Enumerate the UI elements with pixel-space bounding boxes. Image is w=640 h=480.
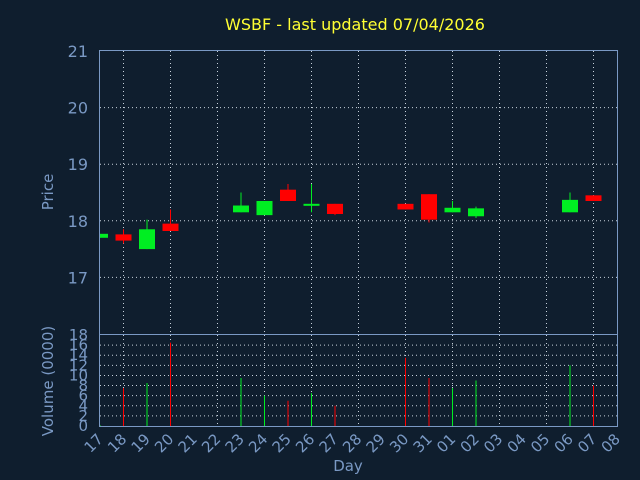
candle-body (562, 199, 578, 213)
candle-body (256, 200, 273, 216)
x-tick-label: 31 (410, 430, 436, 456)
volume-tick-label: 2 (78, 407, 88, 425)
x-tick-label: 24 (245, 430, 271, 456)
candle-body (100, 233, 108, 238)
x-tick-label: 02 (457, 430, 483, 456)
volume-panel-frame (99, 334, 618, 427)
volume-tick-label: 8 (78, 377, 88, 395)
x-tick-label: 18 (104, 430, 130, 456)
chart-title: WSBF - last updated 07/04/2026 (225, 15, 485, 34)
candle-body (139, 229, 155, 250)
candle-body (397, 203, 414, 210)
day-axis-ticks: 1718192021222324252627282930310102030405… (81, 430, 624, 456)
x-tick-label: 25 (269, 430, 295, 456)
price-grid (100, 51, 617, 334)
price-tick-label: 21 (68, 42, 88, 61)
x-tick-label: 06 (551, 430, 577, 456)
price-tick-label: 20 (68, 99, 88, 118)
volume-tick-label: 18 (69, 326, 88, 344)
volume-axis-label: Volume (0000) (39, 326, 57, 436)
x-tick-label: 28 (339, 430, 365, 456)
x-tick-label: 23 (222, 430, 248, 456)
price-axis-label: Price (39, 174, 57, 211)
volume-tick-label: 10 (69, 366, 88, 384)
candle-body (468, 208, 484, 217)
x-tick-label: 03 (480, 430, 506, 456)
candle-body (233, 205, 249, 213)
x-tick-label: 21 (175, 430, 201, 456)
price-tick-label: 18 (68, 212, 88, 231)
candle-body (421, 194, 437, 220)
volume-bars (99, 342, 594, 426)
x-tick-label: 30 (386, 430, 412, 456)
candle-body (280, 189, 296, 201)
volume-grid (100, 335, 617, 426)
candle-body (585, 195, 602, 201)
price-tick-label: 19 (68, 155, 88, 174)
volume-tick-label: 0 (78, 417, 88, 435)
price-axis-ticks: 17 18 19 20 21 (68, 42, 88, 287)
price-tick-label: 17 (68, 268, 88, 287)
volume-tick-label: 14 (69, 346, 88, 364)
candle-body (115, 234, 132, 241)
x-axis-label: Day (333, 457, 363, 475)
candle-body (444, 207, 461, 213)
x-tick-label: 08 (598, 430, 624, 456)
x-tick-label: 04 (504, 430, 530, 456)
x-tick-label: 07 (574, 430, 600, 456)
x-tick-label: 29 (363, 430, 389, 456)
x-tick-label: 20 (151, 430, 177, 456)
price-candles (99, 184, 602, 250)
x-tick-label: 19 (128, 430, 154, 456)
x-tick-label: 26 (292, 430, 318, 456)
volume-tick-label: 12 (69, 356, 88, 374)
x-tick-label: 22 (198, 430, 224, 456)
volume-tick-label: 4 (78, 397, 88, 415)
x-tick-label: 05 (527, 430, 553, 456)
x-tick-label: 01 (433, 430, 459, 456)
candle-body (303, 203, 320, 206)
volume-tick-label: 6 (78, 387, 88, 405)
candle-body (162, 223, 179, 231)
volume-tick-label: 16 (69, 336, 88, 354)
x-tick-label: 27 (316, 430, 342, 456)
candle-body (327, 203, 343, 215)
